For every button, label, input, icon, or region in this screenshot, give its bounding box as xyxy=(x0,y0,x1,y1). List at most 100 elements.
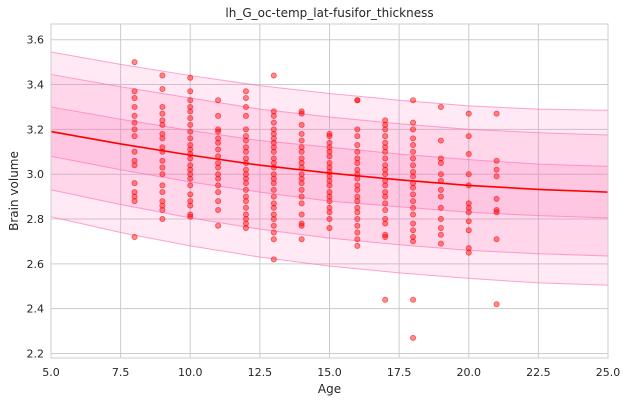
data-point xyxy=(326,177,333,184)
data-point xyxy=(493,209,500,216)
x-tick-label: 22.5 xyxy=(526,366,551,379)
data-point xyxy=(410,198,417,205)
data-point xyxy=(298,110,305,117)
data-point xyxy=(493,236,500,243)
data-point xyxy=(215,153,222,160)
data-point xyxy=(465,209,472,216)
data-point xyxy=(326,153,333,160)
data-point xyxy=(354,229,361,236)
data-point xyxy=(187,162,194,169)
x-tick-labels: 5.0 7.5 10.0 12.5 15.0 17.5 20.0 22.5 25.0 xyxy=(42,366,620,379)
data-point xyxy=(382,207,389,214)
data-point xyxy=(187,175,194,182)
data-point xyxy=(410,184,417,191)
y-tick-label: 3.4 xyxy=(27,79,45,92)
data-point xyxy=(215,222,222,229)
data-point xyxy=(215,159,222,166)
data-point xyxy=(270,159,277,166)
data-point xyxy=(354,175,361,182)
data-point xyxy=(187,128,194,135)
data-point xyxy=(298,193,305,200)
x-tick-label: 20.0 xyxy=(457,366,482,379)
data-point xyxy=(187,88,194,95)
data-point xyxy=(382,233,389,240)
data-point xyxy=(270,193,277,200)
data-point xyxy=(131,157,138,164)
data-point xyxy=(242,126,249,133)
data-point xyxy=(354,126,361,133)
data-point xyxy=(159,130,166,137)
data-point xyxy=(493,166,500,173)
data-point xyxy=(382,117,389,124)
data-point xyxy=(270,112,277,119)
data-point xyxy=(326,164,333,171)
data-point xyxy=(159,110,166,117)
data-point xyxy=(215,128,222,135)
data-point xyxy=(131,119,138,126)
y-tick-labels: 2.2 2.4 2.6 2.8 3.0 3.2 3.4 3.6 xyxy=(27,34,45,361)
data-point xyxy=(159,164,166,171)
data-point xyxy=(326,193,333,200)
y-tick-label: 3.6 xyxy=(27,34,45,47)
data-point xyxy=(270,204,277,211)
data-point xyxy=(354,159,361,166)
y-tick-label: 2.2 xyxy=(27,348,45,361)
band-lower-edge-middle xyxy=(50,189,609,257)
data-point xyxy=(382,200,389,207)
data-point xyxy=(187,198,194,205)
data-point xyxy=(131,180,138,187)
data-point xyxy=(437,240,444,247)
data-point xyxy=(242,198,249,205)
data-point xyxy=(187,74,194,81)
data-point xyxy=(493,301,500,308)
data-point xyxy=(410,220,417,227)
data-point xyxy=(493,110,500,117)
data-point xyxy=(298,186,305,193)
data-point xyxy=(354,97,361,104)
data-point xyxy=(298,121,305,128)
data-point xyxy=(410,173,417,180)
data-point xyxy=(465,227,472,234)
data-point xyxy=(382,220,389,227)
data-point xyxy=(270,200,277,207)
data-point xyxy=(410,119,417,126)
data-point xyxy=(242,193,249,200)
data-point xyxy=(410,142,417,149)
data-point xyxy=(215,198,222,205)
data-point xyxy=(187,108,194,115)
data-point xyxy=(354,236,361,243)
band-upper-edge-outer xyxy=(50,51,609,111)
data-point xyxy=(270,148,277,155)
data-point xyxy=(298,159,305,166)
data-point xyxy=(354,166,361,173)
data-point xyxy=(159,216,166,223)
data-point xyxy=(354,204,361,211)
data-point xyxy=(465,249,472,256)
data-point xyxy=(493,173,500,180)
data-point xyxy=(298,171,305,178)
data-point xyxy=(298,144,305,151)
data-point xyxy=(131,88,138,95)
data-point xyxy=(382,182,389,189)
data-point xyxy=(131,162,138,169)
band-lower-edge-outer xyxy=(50,216,609,286)
data-point xyxy=(298,175,305,182)
data-point xyxy=(410,168,417,175)
data-point xyxy=(270,256,277,263)
data-point xyxy=(382,148,389,155)
data-point xyxy=(298,130,305,137)
data-point xyxy=(242,216,249,223)
data-point xyxy=(159,103,166,110)
data-point xyxy=(437,231,444,238)
plot-frame xyxy=(50,23,609,359)
data-point xyxy=(354,148,361,155)
data-point xyxy=(298,137,305,144)
data-point xyxy=(410,334,417,341)
x-tick-label: 10.0 xyxy=(178,366,203,379)
data-point xyxy=(131,112,138,119)
data-point xyxy=(270,175,277,182)
data-point xyxy=(437,159,444,166)
data-points xyxy=(131,59,500,341)
data-point xyxy=(382,155,389,162)
data-point xyxy=(382,121,389,128)
